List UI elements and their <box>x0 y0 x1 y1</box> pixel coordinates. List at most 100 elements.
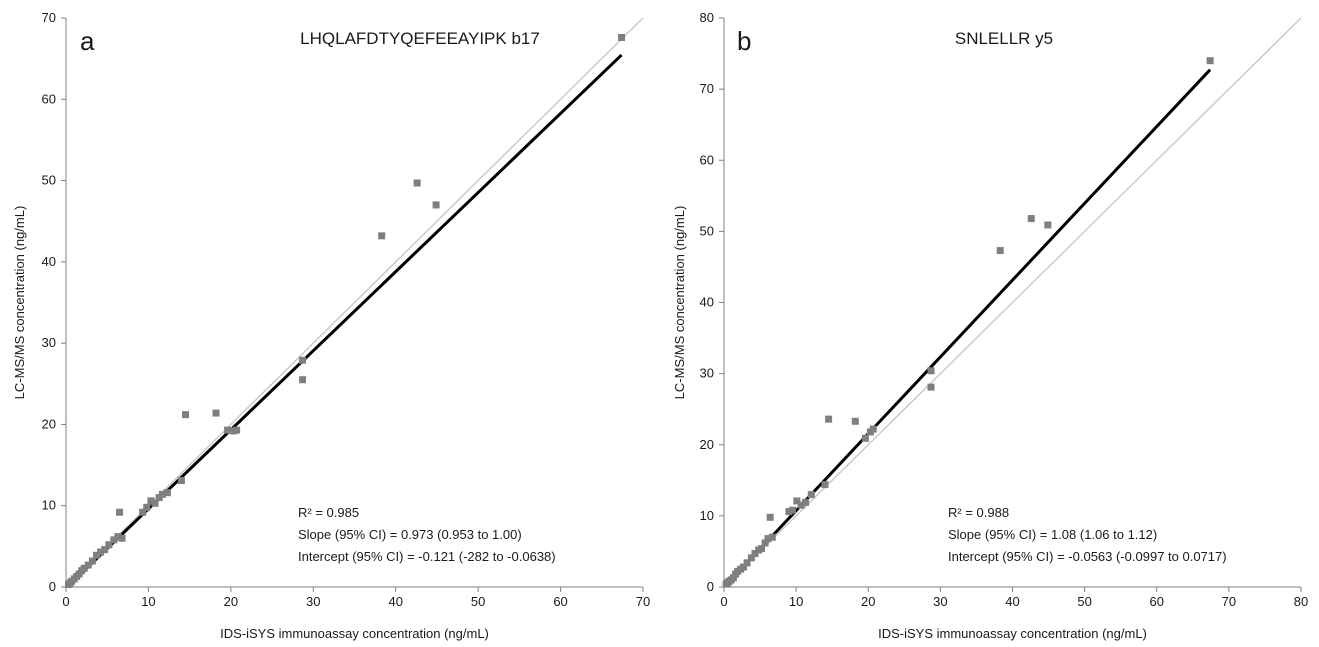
data-point <box>743 559 751 567</box>
x-tick-label: 60 <box>553 594 567 609</box>
data-point <box>793 497 801 505</box>
data-point <box>84 561 92 569</box>
data-point <box>1206 57 1214 65</box>
y-tick-label: 50 <box>42 173 56 188</box>
data-point <box>1027 215 1035 223</box>
data-point <box>118 534 126 542</box>
y-tick-label: 30 <box>700 366 714 381</box>
x-axis-label: IDS-iSYS immunoassay concentration (ng/m… <box>878 626 1147 641</box>
y-tick-label: 40 <box>42 254 56 269</box>
data-point <box>785 508 793 516</box>
data-point <box>299 376 307 384</box>
data-point <box>92 551 100 559</box>
y-tick-label: 10 <box>700 508 714 523</box>
x-tick-label: 40 <box>388 594 402 609</box>
y-tick-label: 70 <box>42 10 56 25</box>
data-point <box>432 201 440 209</box>
data-point <box>747 554 755 562</box>
data-point <box>101 546 109 554</box>
x-tick-label: 10 <box>789 594 803 609</box>
x-tick-label: 50 <box>1077 594 1091 609</box>
stats-annotation: Slope (95% CI) = 0.973 (0.953 to 1.00) <box>298 527 522 542</box>
data-point <box>802 498 810 506</box>
chart-title: SNLELLR y5 <box>955 29 1053 48</box>
data-point <box>851 417 859 425</box>
data-point <box>764 535 772 543</box>
data-point <box>789 506 797 514</box>
x-tick-label: 0 <box>720 594 727 609</box>
data-point <box>158 490 166 498</box>
data-point <box>139 508 147 516</box>
chart-title: LHQLAFDTYQEFEEAYIPK b17 <box>300 29 540 48</box>
y-tick-label: 0 <box>49 579 56 594</box>
data-point <box>80 564 88 572</box>
data-point <box>151 499 159 507</box>
data-point <box>233 426 241 434</box>
y-tick-label: 70 <box>700 81 714 96</box>
y-tick-label: 20 <box>700 437 714 452</box>
x-tick-label: 30 <box>306 594 320 609</box>
y-axis-label: LC-MS/MS concentration (ng/mL) <box>672 206 687 400</box>
stats-annotation: Intercept (95% CI) = -0.121 (-282 to -0.… <box>298 549 556 564</box>
x-tick-label: 80 <box>1294 594 1308 609</box>
data-point <box>1044 221 1052 229</box>
data-point <box>996 247 1004 255</box>
x-tick-label: 50 <box>471 594 485 609</box>
x-tick-label: 60 <box>1150 594 1164 609</box>
x-tick-label: 40 <box>1005 594 1019 609</box>
data-point <box>758 545 766 553</box>
data-point <box>177 477 185 485</box>
identity-line <box>723 17 1302 588</box>
x-axis-label: IDS-iSYS immunoassay concentration (ng/m… <box>220 626 489 641</box>
y-tick-label: 60 <box>42 91 56 106</box>
stats-annotation: Intercept (95% CI) = -0.0563 (-0.0997 to… <box>948 549 1227 564</box>
y-tick-label: 60 <box>700 152 714 167</box>
chart-panel-a: 0 10 20 30 40 50 60 70 0 10 20 30 40 50 60 70 a LHQLAFDTY… <box>12 10 650 641</box>
data-point <box>797 501 805 509</box>
data-point <box>768 533 776 541</box>
data-point <box>88 557 96 565</box>
data-point <box>739 563 747 571</box>
data-point <box>807 491 815 499</box>
x-tick-label: 20 <box>224 594 238 609</box>
y-tick-label: 30 <box>42 335 56 350</box>
x-tick-label: 30 <box>933 594 947 609</box>
data-point <box>114 533 122 541</box>
data-point <box>97 548 105 556</box>
x-tick-label: 70 <box>636 594 650 609</box>
data-point <box>861 434 869 442</box>
data-point <box>105 541 113 549</box>
chart-panel-b: 0 10 20 30 40 50 60 70 80 0 10 20 30 40 50 60 70 80 b SNLEL… <box>672 10 1308 641</box>
data-point <box>821 481 829 489</box>
data-point <box>869 425 877 433</box>
data-point <box>224 426 232 434</box>
x-tick-label: 70 <box>1222 594 1236 609</box>
data-point <box>110 536 118 544</box>
data-point <box>182 411 190 419</box>
data-point <box>927 367 935 375</box>
data-point <box>825 415 833 423</box>
y-tick-label: 50 <box>700 223 714 238</box>
data-point <box>618 34 626 42</box>
data-point <box>378 232 386 240</box>
data-point <box>299 356 307 364</box>
data-point <box>163 489 171 497</box>
data-point <box>212 409 220 417</box>
y-axis-label: LC-MS/MS concentration (ng/mL) <box>12 206 27 400</box>
data-point <box>927 383 935 391</box>
stats-annotation: R² = 0.988 <box>948 505 1009 520</box>
x-tick-label: 20 <box>861 594 875 609</box>
y-tick-label: 0 <box>707 579 714 594</box>
data-point <box>413 179 421 187</box>
panel-label: b <box>737 26 751 56</box>
y-tick-label: 10 <box>42 498 56 513</box>
x-tick-label: 0 <box>62 594 69 609</box>
y-tick-label: 80 <box>700 10 714 25</box>
data-point <box>729 574 737 582</box>
data-point <box>766 513 774 521</box>
y-tick-label: 40 <box>700 295 714 310</box>
stats-annotation: R² = 0.985 <box>298 505 359 520</box>
y-tick-label: 20 <box>42 416 56 431</box>
data-point <box>761 539 769 547</box>
